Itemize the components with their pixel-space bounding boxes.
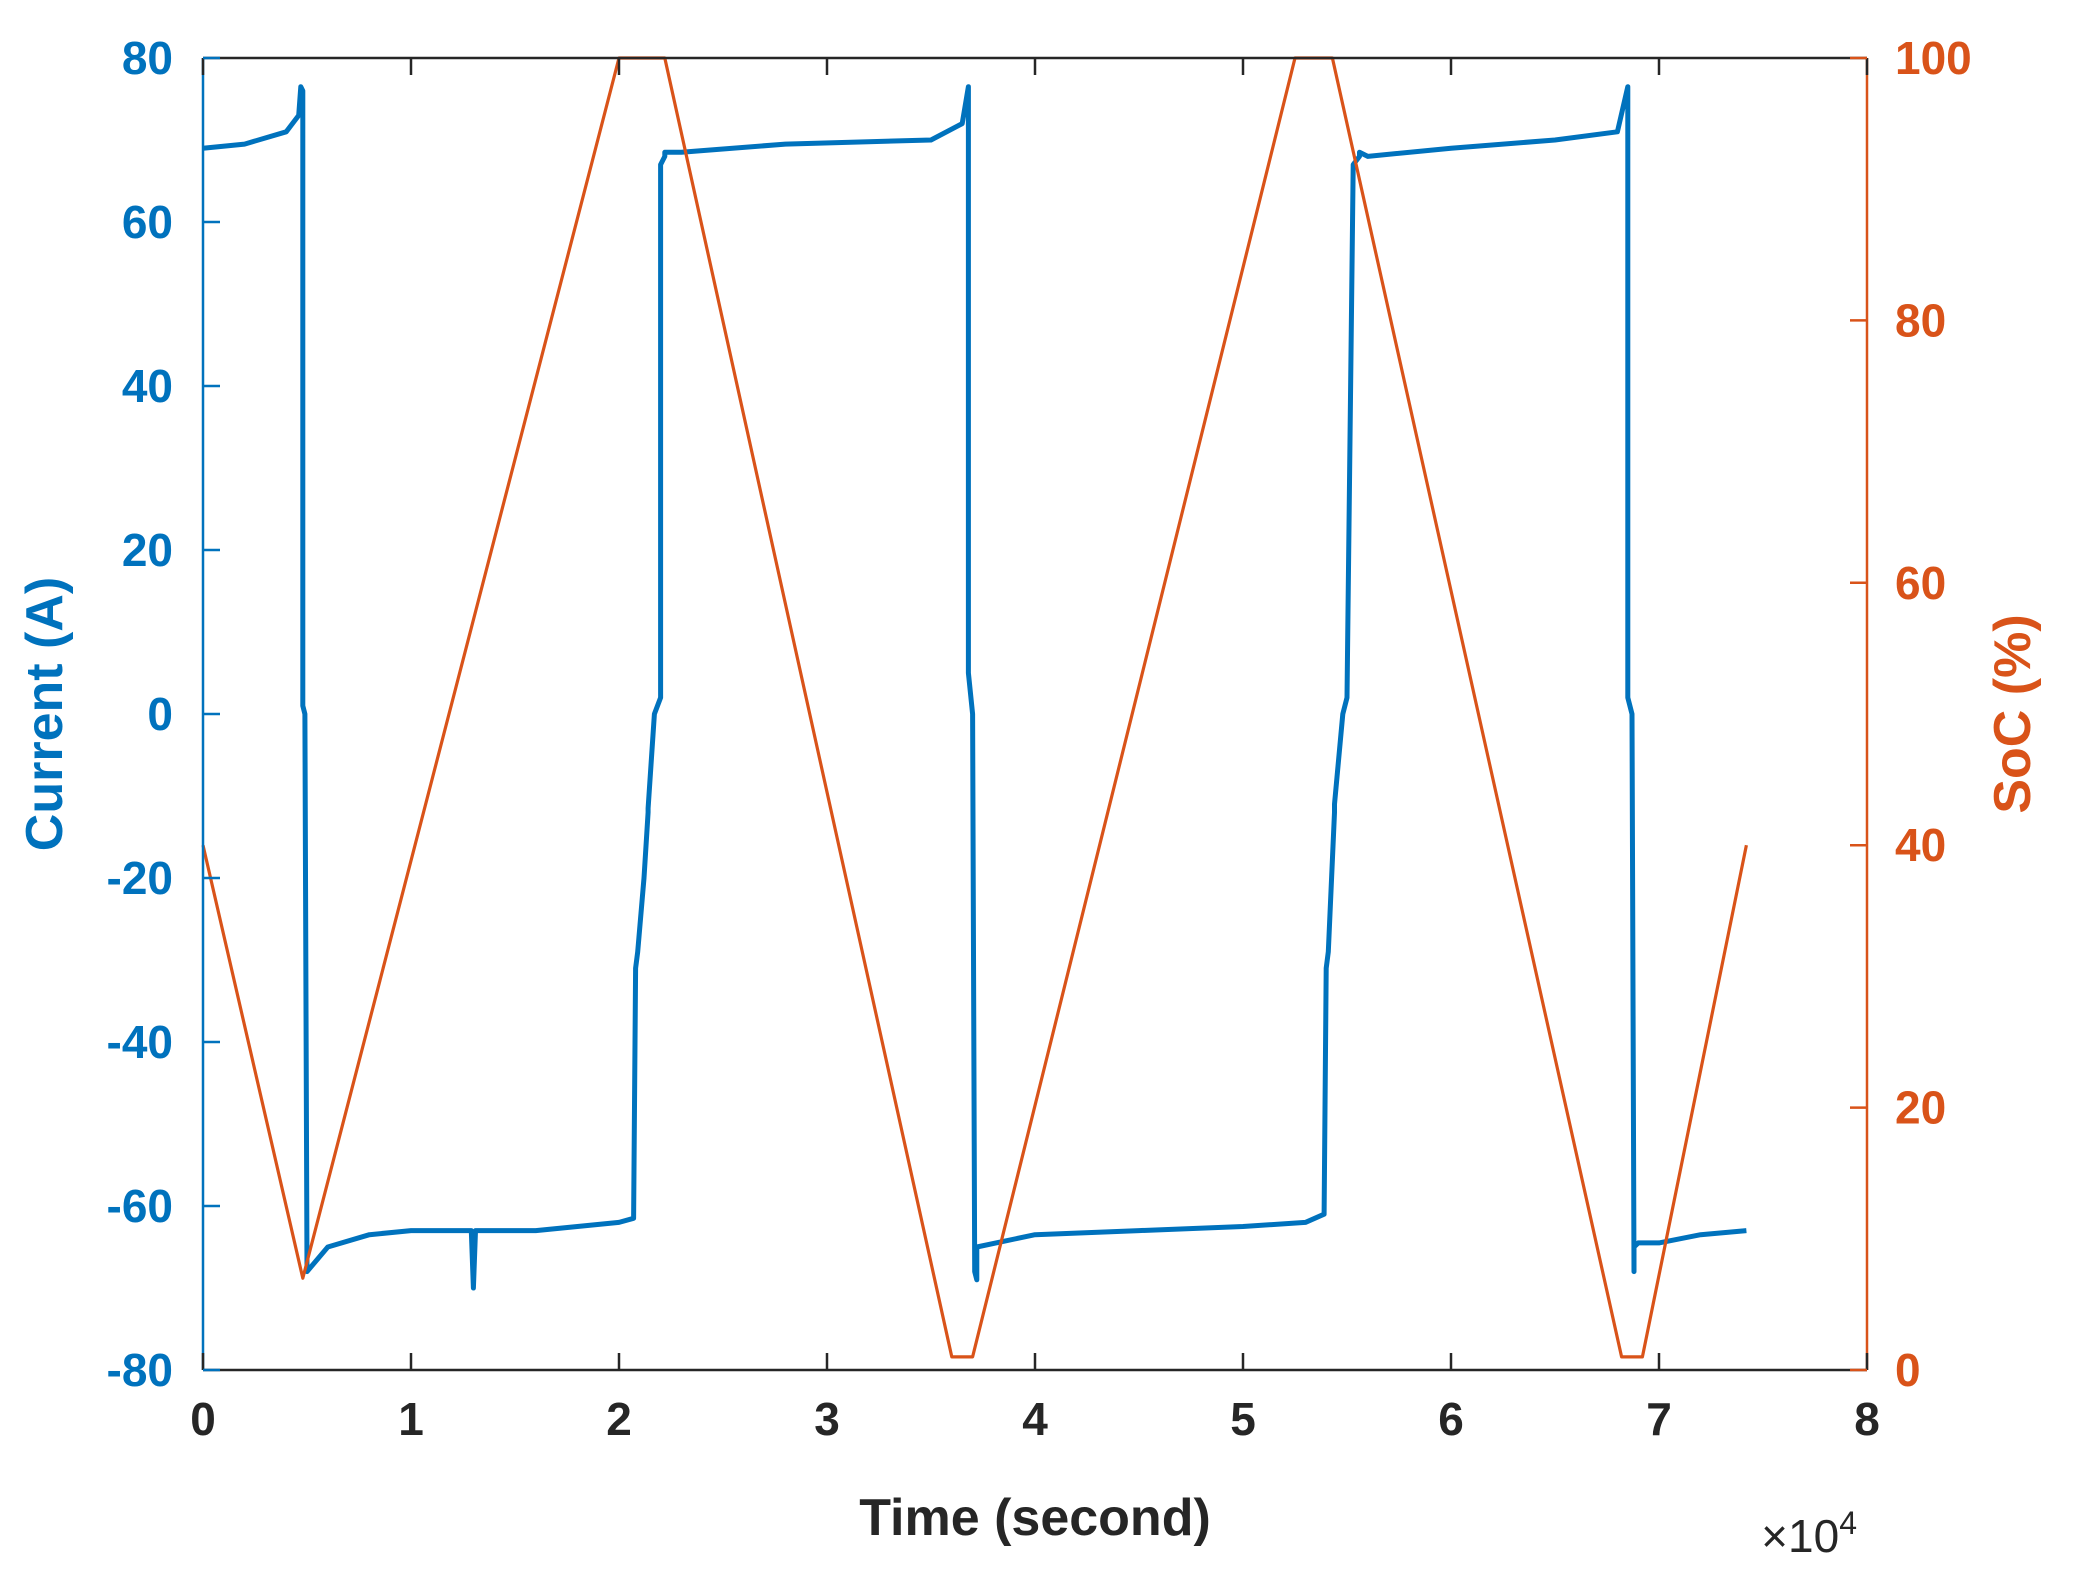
left-tick-label: 20 (122, 524, 173, 576)
right-tick-label: 0 (1895, 1344, 1921, 1396)
x-tick-label: 6 (1438, 1393, 1464, 1445)
series-layer (201, 56, 1748, 1359)
left-tick-label: -20 (107, 852, 173, 904)
x-axis-label: Time (second) (859, 1489, 1211, 1547)
left-tick-label: -60 (107, 1180, 173, 1232)
right-tick-label: 80 (1895, 294, 1946, 346)
left-tick-label: 40 (122, 360, 173, 412)
x-tick-label: 0 (190, 1393, 216, 1445)
x-exponent-power: 4 (1839, 1505, 1857, 1541)
x-tick-label: 1 (398, 1393, 424, 1445)
left-tick-label: -80 (107, 1344, 173, 1396)
left-tick-label: -40 (107, 1016, 173, 1068)
left-tick-label: 60 (122, 196, 173, 248)
right-tick-label: 20 (1895, 1082, 1946, 1134)
right-tick-label: 60 (1895, 557, 1946, 609)
current-series-line (202, 84, 1747, 1291)
x-tick-label: 2 (606, 1393, 632, 1445)
right-tick-label: 100 (1895, 32, 1972, 84)
plot-area (203, 58, 1867, 1370)
ticks-layer: 0 1 2 3 4 5 6 7 8 -80 -60 -40 -20 0 20 40 60 80 0 20 40 60 80 1… (107, 32, 1972, 1445)
x-exponent-label: ×104 (1761, 1505, 1857, 1562)
right-axis-label: SoC (%) (1984, 614, 2042, 813)
x-tick-label: 7 (1646, 1393, 1672, 1445)
right-tick-label: 40 (1895, 819, 1946, 871)
soc-series-line (201, 56, 1748, 1359)
left-tick-label: 0 (147, 688, 173, 740)
x-tick-label: 3 (814, 1393, 840, 1445)
x-tick-label: 4 (1022, 1393, 1048, 1445)
x-tick-label: 8 (1854, 1393, 1880, 1445)
x-exponent-base: ×10 (1761, 1510, 1839, 1562)
left-tick-label: 80 (122, 32, 173, 84)
left-axis-label: Current (A) (16, 577, 74, 851)
x-tick-label: 5 (1230, 1393, 1256, 1445)
